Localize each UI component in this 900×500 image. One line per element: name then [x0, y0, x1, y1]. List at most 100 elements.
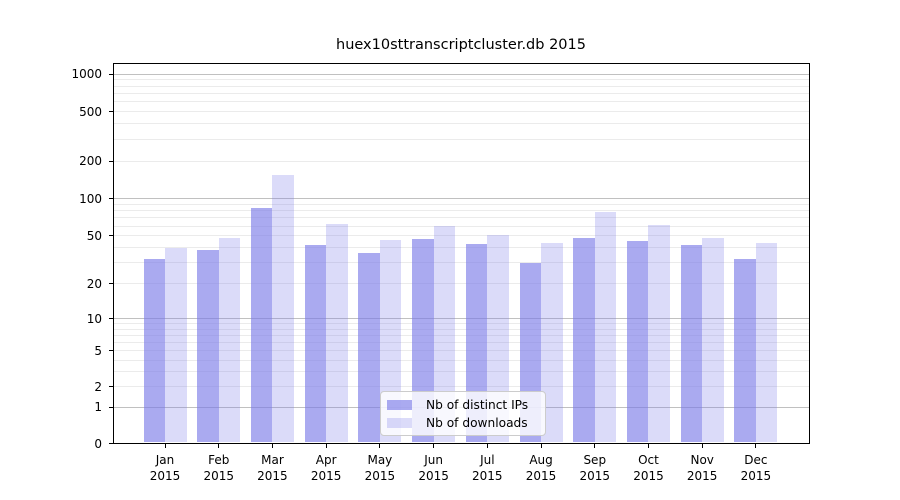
x-tick-month: Mar: [261, 453, 284, 467]
x-tick-year: 2015: [686, 468, 718, 483]
y-tick-mark-1000: [108, 73, 113, 75]
x-tick-label-apr: Apr 2015: [296, 453, 356, 484]
x-tick-mark-apr: [325, 443, 327, 448]
x-tick-month: Oct: [638, 453, 659, 467]
y-tick-label-1000: 1000: [71, 67, 102, 82]
y-tick-mark-1: [108, 406, 113, 408]
y-tick-mark-20: [108, 283, 113, 285]
bar-downloads-jul: [487, 234, 509, 443]
bar-downloads-nov: [702, 237, 724, 443]
x-tick-month: Aug: [529, 453, 553, 467]
x-tick-month: Feb: [208, 453, 230, 467]
y-tick-mark-50: [108, 235, 113, 237]
bar-downloads-oct: [648, 225, 670, 443]
x-tick-year: 2015: [472, 468, 503, 483]
y-tick-mark-200: [108, 160, 113, 162]
x-tick-label-mar: Mar 2015: [242, 453, 302, 484]
x-tick-mark-aug: [540, 443, 542, 448]
x-tick-mark-may: [379, 443, 381, 448]
gridline-4: [113, 359, 809, 361]
x-tick-year: 2015: [633, 468, 664, 483]
y-tick-label-20: 20: [86, 276, 102, 291]
y-tick-label-5: 5: [94, 343, 102, 358]
bar-downloads-aug: [541, 242, 563, 443]
x-tick-mark-oct: [647, 443, 649, 448]
x-tick-mark-sep: [594, 443, 596, 448]
legend-swatch-distinct-ips: [387, 399, 412, 410]
y-tick-label-1: 1: [94, 400, 102, 415]
legend-item-downloads: Nb of downloads: [387, 416, 539, 430]
gridline-90: [113, 203, 809, 205]
gridline-100: [113, 198, 809, 200]
x-tick-label-jul: Jul 2015: [457, 453, 517, 484]
x-tick-label-nov: Nov 2015: [672, 453, 732, 484]
x-tick-mark-jan: [164, 443, 166, 448]
x-tick-month: Sep: [583, 453, 607, 467]
x-tick-label-may: May 2015: [350, 453, 410, 484]
x-tick-label-jan: Jan 2015: [135, 453, 195, 484]
x-tick-year: 2015: [418, 468, 449, 483]
x-tick-label-aug: Aug 2015: [511, 453, 571, 484]
bar-ips-nov: [680, 245, 703, 443]
x-tick-mark-jun: [433, 443, 435, 448]
gridline-30: [113, 262, 809, 264]
y-tick-mark-5: [108, 350, 113, 352]
gridline-2: [113, 386, 809, 388]
legend-item-distinct-ips: Nb of distinct IPs: [387, 398, 539, 412]
y-tick-mark-2: [108, 386, 113, 388]
bar-ips-mar: [250, 208, 273, 443]
gridline-60: [113, 225, 809, 227]
x-tick-month: Jun: [424, 453, 443, 467]
x-tick-mark-mar: [271, 443, 273, 448]
bar-ips-may: [358, 253, 380, 443]
bar-ips-feb: [197, 250, 219, 443]
x-tick-label-feb: Feb 2015: [189, 453, 249, 484]
gridline-900: [113, 79, 809, 81]
bar-downloads-dec: [755, 242, 778, 443]
gridline-600: [113, 101, 809, 103]
x-tick-year: 2015: [203, 468, 234, 483]
y-tick-label-10: 10: [86, 311, 102, 326]
x-tick-month: May: [367, 453, 393, 467]
y-tick-label-200: 200: [79, 154, 102, 169]
gridline-70: [113, 217, 809, 219]
bar-downloads-sep: [594, 212, 617, 443]
x-tick-mark-feb: [218, 443, 220, 448]
x-tick-label-oct: Oct 2015: [618, 453, 678, 484]
x-tick-label-jun: Jun 2015: [404, 453, 464, 484]
x-tick-month: Apr: [315, 453, 337, 467]
bar-ips-dec: [734, 259, 756, 443]
x-tick-mark-jul: [486, 443, 488, 448]
x-tick-label-sep: Sep 2015: [565, 453, 625, 484]
gridline-300: [113, 138, 809, 140]
x-tick-year: 2015: [310, 468, 342, 483]
y-tick-mark-100: [108, 198, 113, 200]
legend-label-downloads: Nb of downloads: [426, 415, 528, 430]
x-tick-mark-dec: [755, 443, 757, 448]
gridline-1000: [113, 73, 809, 75]
gridline-700: [113, 92, 809, 94]
gridline-3: [113, 371, 809, 373]
x-tick-year: 2015: [257, 468, 288, 483]
y-tick-label-0: 0: [94, 436, 102, 451]
x-tick-mark-nov: [701, 443, 703, 448]
bar-downloads-jun: [433, 226, 456, 443]
x-tick-year: 2015: [579, 468, 611, 483]
gridline-80: [113, 210, 809, 212]
y-tick-mark-500: [108, 111, 113, 113]
x-tick-label-dec: Dec 2015: [726, 453, 786, 484]
bar-downloads-apr: [326, 224, 348, 443]
bar-ips-jan: [143, 259, 165, 443]
gridline-9: [113, 323, 809, 325]
chart-title: huex10sttranscriptcluster.db 2015: [336, 37, 586, 53]
bar-ips-sep: [573, 237, 595, 443]
gridline-6: [113, 342, 809, 344]
x-tick-year: 2015: [740, 468, 772, 483]
gridline-8: [113, 328, 809, 330]
gridline-20: [113, 283, 809, 285]
gridline-800: [113, 85, 809, 87]
x-tick-year: 2015: [149, 468, 181, 483]
gridline-500: [113, 111, 809, 113]
gridline-40: [113, 247, 809, 249]
gridline-5: [113, 350, 809, 352]
